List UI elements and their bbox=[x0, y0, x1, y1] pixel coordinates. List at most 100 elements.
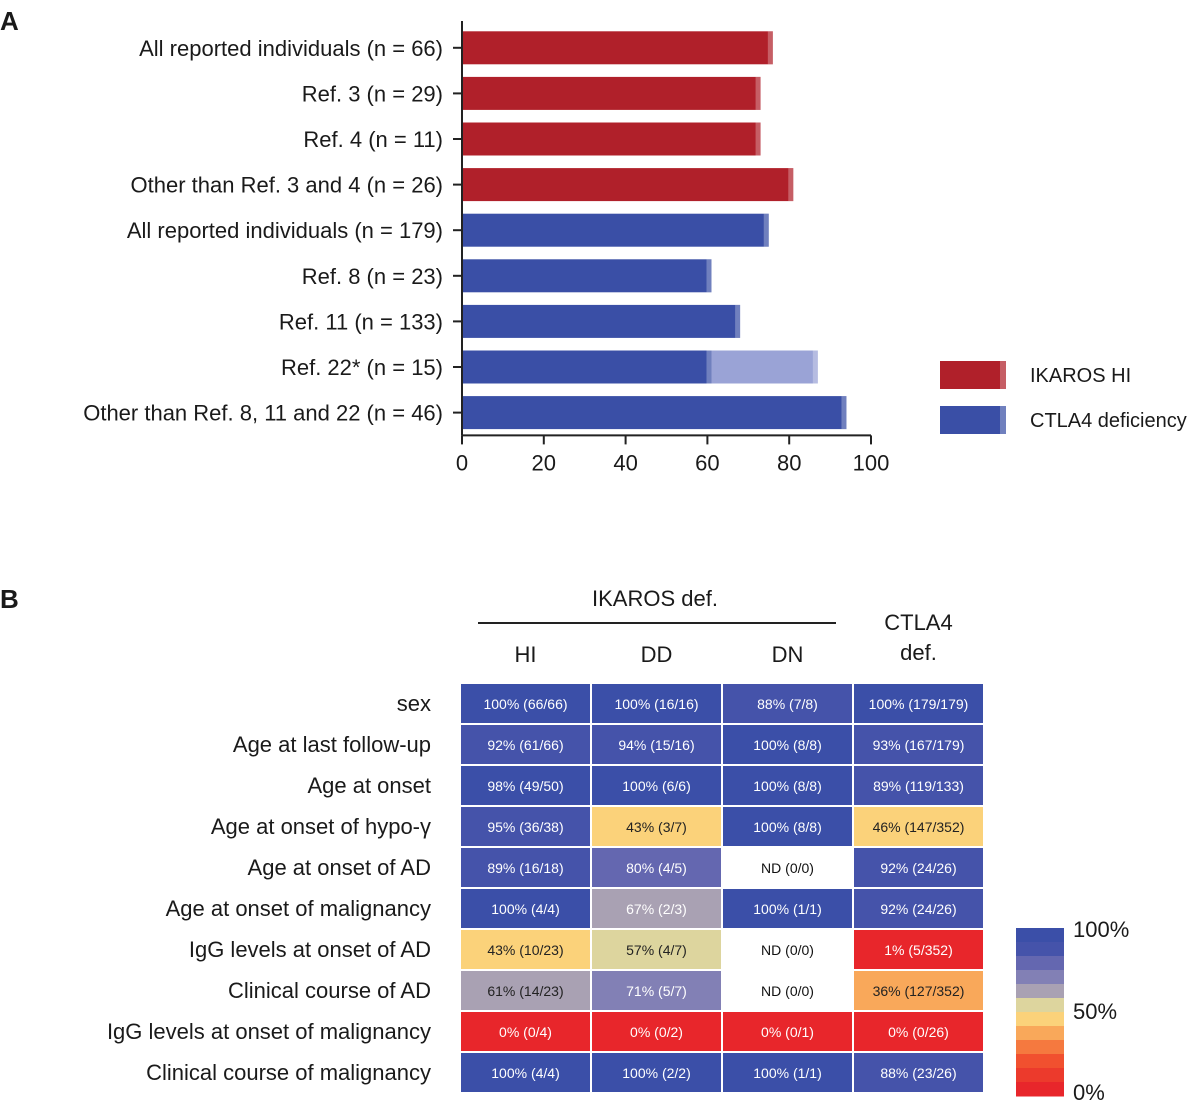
bar bbox=[462, 259, 712, 293]
category-label: Ref. 4 (n = 11) bbox=[303, 127, 443, 152]
bar-highlight bbox=[706, 350, 712, 384]
cell-value: 89% (119/133) bbox=[873, 778, 964, 794]
category-label: Ref. 11 (n = 133) bbox=[279, 309, 443, 334]
category-label: Other than Ref. 3 and 4 (n = 26) bbox=[131, 173, 443, 198]
cell-value: 61% (14/23) bbox=[487, 983, 563, 999]
cell-value: 46% (147/352) bbox=[873, 819, 965, 835]
cell-value: 88% (7/8) bbox=[757, 696, 818, 712]
bar-highlight bbox=[812, 350, 818, 384]
cell-value: 67% (2/3) bbox=[626, 901, 687, 917]
heatmap-cell bbox=[852, 682, 985, 725]
cell-value: 92% (61/66) bbox=[487, 737, 563, 753]
heatmap-cell bbox=[852, 969, 985, 1012]
heatmap-cell bbox=[459, 846, 592, 889]
legend-swatch bbox=[940, 361, 1006, 389]
colorbar-segment bbox=[1016, 970, 1064, 985]
bar bbox=[462, 31, 773, 65]
cell-value: 100% (2/2) bbox=[622, 1065, 690, 1081]
row-label: Age at onset of malignancy bbox=[166, 896, 431, 921]
colorbar-segment bbox=[1016, 1082, 1064, 1097]
colorbar-segment bbox=[1016, 1040, 1064, 1055]
bar-highlight bbox=[767, 31, 773, 65]
heatmap-cell bbox=[721, 1051, 854, 1094]
column-header: CTLA4 bbox=[884, 610, 952, 635]
bar-highlight bbox=[755, 122, 761, 156]
heatmap-cell bbox=[721, 805, 854, 848]
cell-value: 100% (1/1) bbox=[753, 1065, 821, 1081]
bar bbox=[462, 213, 769, 247]
colorbar-label: 100% bbox=[1073, 917, 1129, 942]
x-tick-label: 80 bbox=[777, 450, 801, 475]
bar-highlight bbox=[841, 396, 847, 430]
heatmap-cell bbox=[459, 723, 592, 766]
colorbar-segment bbox=[1016, 1068, 1064, 1083]
column-header: HI bbox=[515, 642, 537, 667]
cell-value: 71% (5/7) bbox=[626, 983, 687, 999]
heatmap-cell bbox=[852, 1051, 985, 1094]
category-label: All reported individuals (n = 66) bbox=[139, 36, 443, 61]
category-label: Ref. 3 (n = 29) bbox=[302, 81, 443, 106]
cell-value: 98% (49/50) bbox=[487, 778, 563, 794]
panel-b-label: B bbox=[0, 584, 19, 614]
colorbar-segment bbox=[1016, 928, 1064, 943]
bar-highlight bbox=[763, 213, 769, 247]
cell-value: 100% (8/8) bbox=[753, 737, 821, 753]
bar bbox=[462, 122, 761, 156]
panel-a-label: A bbox=[0, 6, 19, 36]
heatmap-cell bbox=[852, 1010, 985, 1053]
heatmap-cell bbox=[590, 805, 723, 848]
bar bbox=[462, 304, 741, 338]
cell-value: 0% (0/2) bbox=[630, 1024, 683, 1040]
x-tick-label: 20 bbox=[532, 450, 556, 475]
cell-value: 1% (5/352) bbox=[884, 942, 952, 958]
cell-value: 57% (4/7) bbox=[626, 942, 687, 958]
heatmap-cell bbox=[459, 969, 592, 1012]
legend-label: CTLA4 deficiency bbox=[1030, 410, 1187, 432]
cell-value: 100% (16/16) bbox=[614, 696, 698, 712]
heatmap-cell bbox=[852, 764, 985, 807]
bar bbox=[462, 168, 794, 202]
colorbar-segment bbox=[1016, 998, 1064, 1013]
row-label: Age at onset of AD bbox=[248, 855, 431, 880]
cell-value: 100% (4/4) bbox=[491, 901, 559, 917]
colorbar-segment bbox=[1016, 984, 1064, 999]
column-header: DN bbox=[772, 642, 804, 667]
cell-value: 43% (10/23) bbox=[487, 942, 563, 958]
bar-highlight bbox=[706, 259, 712, 293]
x-tick-label: 60 bbox=[695, 450, 719, 475]
column-header: DD bbox=[641, 642, 673, 667]
cell-value: 92% (24/26) bbox=[880, 901, 956, 917]
cell-value: 88% (23/26) bbox=[880, 1065, 956, 1081]
row-label: Clinical course of malignancy bbox=[146, 1060, 431, 1085]
cell-value: 100% (6/6) bbox=[622, 778, 690, 794]
category-label: All reported individuals (n = 179) bbox=[127, 218, 443, 243]
x-tick-label: 40 bbox=[613, 450, 637, 475]
legend-swatch-highlight bbox=[1000, 361, 1006, 389]
cell-value: 100% (8/8) bbox=[753, 778, 821, 794]
colorbar-segment bbox=[1016, 942, 1064, 957]
cell-value: ND (0/0) bbox=[761, 860, 814, 876]
cell-value: 94% (15/16) bbox=[618, 737, 694, 753]
cell-value: 100% (179/179) bbox=[869, 696, 969, 712]
colorbar-label: 0% bbox=[1073, 1080, 1105, 1101]
cell-value: 95% (36/38) bbox=[487, 819, 563, 835]
bar-chart: All reported individuals (n = 66) Ref. 3 … bbox=[83, 21, 1187, 475]
x-tick-label: 0 bbox=[456, 450, 468, 475]
heatmap-cell bbox=[721, 1010, 854, 1053]
heatmap-cell bbox=[852, 723, 985, 766]
cell-value: 0% (0/1) bbox=[761, 1024, 814, 1040]
colorbar-label: 50% bbox=[1073, 999, 1117, 1024]
heatmap-cell bbox=[721, 764, 854, 807]
group-header: IKAROS def. bbox=[592, 586, 718, 611]
legend-swatch-highlight bbox=[1000, 406, 1006, 434]
cell-value: ND (0/0) bbox=[761, 942, 814, 958]
heatmap-cell bbox=[852, 805, 985, 848]
heatmap-cell bbox=[852, 846, 985, 889]
bar bbox=[462, 350, 712, 384]
category-label: Other than Ref. 8, 11 and 22 (n = 46) bbox=[83, 401, 443, 426]
column-header: def. bbox=[900, 640, 937, 665]
cell-value: 100% (66/66) bbox=[483, 696, 567, 712]
heatmap: IKAROS def. HI DD DN CTLA4 def. sex 100% (66/66… bbox=[107, 586, 1129, 1101]
